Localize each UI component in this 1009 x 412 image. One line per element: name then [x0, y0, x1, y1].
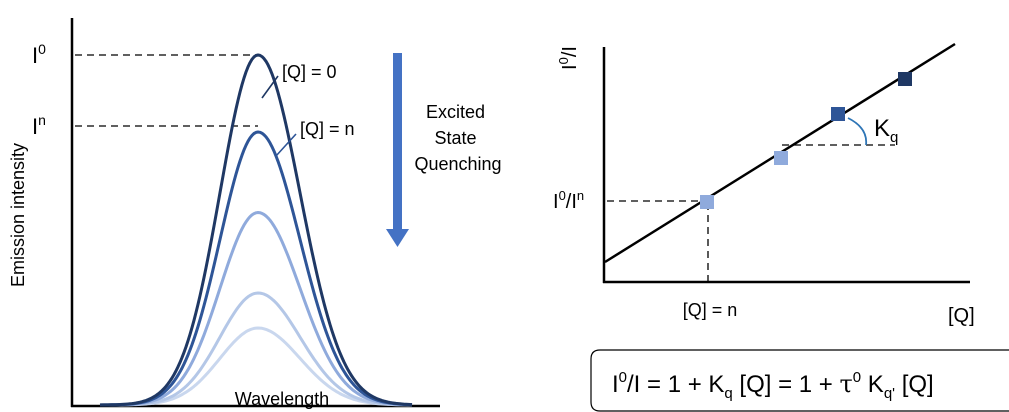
in-level-label: In — [32, 112, 46, 139]
right-y-axis-label: I0/I — [556, 46, 581, 70]
right-x-axis-label: [Q] — [948, 305, 975, 327]
q-marker-label: [Q] = n — [683, 300, 738, 320]
data-point — [774, 151, 788, 165]
slope-label: Kq — [874, 115, 898, 146]
spectrum-curve — [100, 211, 413, 407]
left-y-axis-label: Emission intensity — [8, 143, 28, 287]
emission-curves — [99, 53, 413, 407]
q0-label-leader — [261, 75, 279, 99]
ratio-label: I0/In — [553, 188, 584, 213]
spectrum-curve-qn — [99, 130, 413, 407]
data-points — [700, 72, 912, 209]
stern-volmer-plot-panel: I0/I [Q] I0/In [Q] = n Kq — [553, 42, 975, 327]
emission-spectra-panel: Emission intensity Wavelength I0 In [Q] … — [8, 18, 502, 409]
data-point — [898, 72, 912, 86]
quenching-arrow — [386, 53, 409, 247]
qn-label-leader — [275, 133, 297, 157]
left-x-axis-label: Wavelength — [235, 389, 329, 409]
slope-angle-arc — [847, 117, 868, 146]
data-point — [700, 195, 714, 209]
curve-q0-label: [Q] = 0 — [282, 62, 337, 82]
equation-frame — [590, 349, 1009, 412]
arrow-label: Excited State Quenching — [414, 102, 501, 174]
curve-qn-label: [Q] = n — [300, 119, 355, 139]
stern-volmer-equation: I0/I = 1 + Kq [Q] = 1 + τ0 Kq' [Q] — [612, 369, 934, 402]
data-point — [831, 107, 845, 121]
equation-box: I0/I = 1 + Kq [Q] = 1 + τ0 Kq' [Q] — [590, 349, 1009, 412]
spectrum-curve — [100, 291, 413, 407]
i0-level-label: I0 — [32, 41, 46, 68]
spectrum-curve-q0 — [100, 53, 413, 407]
